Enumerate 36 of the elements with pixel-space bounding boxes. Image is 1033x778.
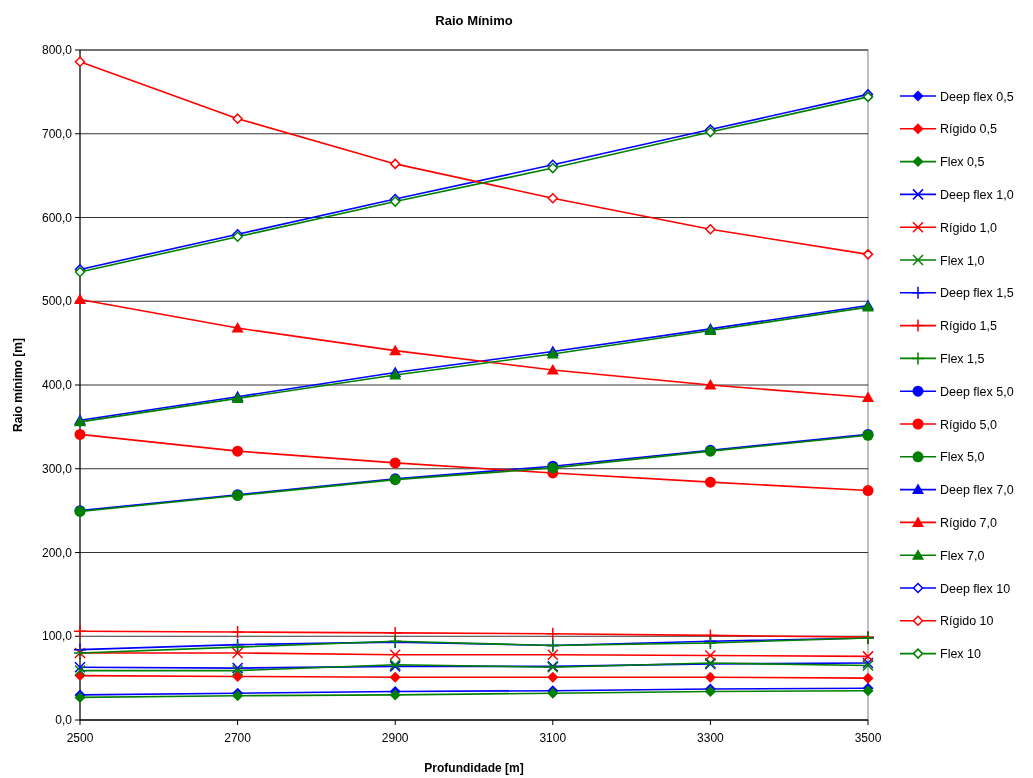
y-tick-label: 500,0 (41, 294, 73, 309)
x-tick-label: 3300 (697, 731, 725, 745)
x-axis-title: Profundidade [m] (424, 761, 524, 775)
legend-label: Rígido 7,0 (940, 515, 998, 530)
y-tick-label: 700,0 (41, 126, 73, 141)
x-tick-label: 3500 (854, 731, 882, 745)
legend-label: Deep flex 10 (940, 581, 1011, 596)
legend-label: Flex 7,0 (940, 548, 985, 563)
y-tick-label: 800,0 (41, 43, 73, 57)
legend-label: Deep flex 5,0 (940, 384, 1014, 399)
legend-label: Flex 5,0 (940, 450, 985, 465)
y-axis-title: Raio mínimo [m] (11, 337, 25, 433)
x-tick-label: 3100 (539, 731, 567, 745)
legend-label: Rígido 1,5 (940, 319, 998, 334)
chart-title: Raio Mínimo (435, 13, 513, 28)
legend-label: Flex 1,5 (940, 351, 985, 366)
y-tick-label: 100,0 (41, 629, 73, 644)
legend-label: Rígido 5,0 (940, 417, 998, 432)
y-tick-label: 600,0 (41, 210, 73, 225)
y-tick-label: 200,0 (41, 545, 73, 560)
legend-label: Flex 1,0 (940, 253, 985, 268)
legend-label: Rígido 0,5 (940, 122, 998, 137)
y-tick-label: 300,0 (41, 461, 73, 476)
x-tick-label: 2700 (224, 731, 252, 745)
legend-label: Deep flex 1,0 (940, 187, 1014, 202)
legend-label: Flex 0,5 (940, 155, 985, 170)
legend-label: Rígido 1,0 (940, 220, 998, 235)
x-tick-label: 2500 (66, 731, 94, 745)
legend-label: Deep flex 1,5 (940, 286, 1014, 301)
x-tick-label: 2900 (381, 731, 409, 745)
legend-label: Deep flex 7,0 (940, 483, 1014, 498)
legend-label: Deep flex 0,5 (940, 89, 1014, 104)
y-tick-label: 400,0 (41, 378, 73, 392)
legend-label: Rígido 10 (940, 614, 994, 629)
y-tick-label: 0,0 (55, 713, 73, 727)
legend-label: Flex 10 (940, 647, 982, 662)
